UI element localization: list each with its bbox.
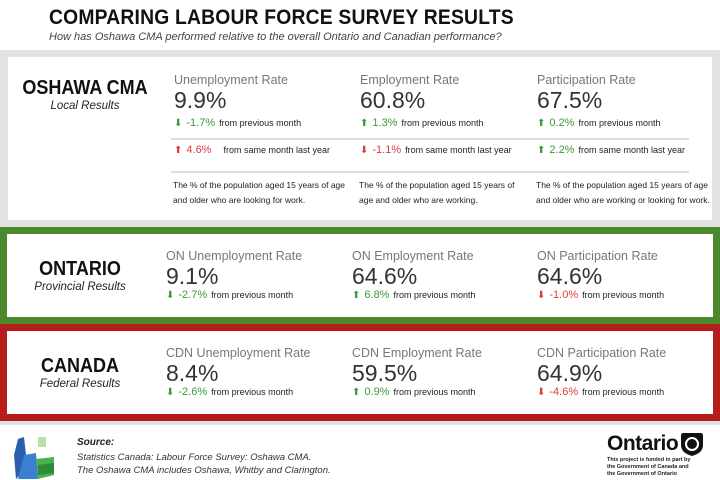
metric-value: 67.5% (537, 87, 603, 113)
arrow-up-icon: ⬆ (352, 387, 361, 398)
source-text: Statistics Canada: Labour Force Survey: … (77, 451, 331, 477)
region-subtitle: Provincial Results (34, 281, 126, 293)
header: COMPARING LABOUR FORCE SURVEY RESULTS Ho… (0, 0, 720, 50)
canada-band: CANADA Federal Results CDN Unemployment … (0, 324, 720, 421)
text: CDN Employment Rate (352, 346, 482, 360)
text: from previous month (211, 290, 294, 300)
arrow-down-icon: ⬇ (166, 387, 175, 398)
text: from previous month (393, 290, 476, 300)
oshawa-participation-metric: Participation Rate 67.5% ⬆ 0.2% from previ… (537, 73, 685, 156)
change-caption: from previous month (219, 118, 302, 128)
text: from previous month (211, 387, 294, 397)
source-heading: Source: (77, 437, 115, 448)
arrow-up-icon: ⬆ (174, 145, 183, 156)
page-subtitle: How has Oshawa CMA performed relative to… (49, 31, 502, 43)
text: The % of the population aged 15 years of… (536, 180, 709, 190)
arrow-up-icon: ⬆ (360, 118, 369, 129)
arrow-down-icon: ⬇ (166, 290, 175, 301)
text: 64.6% (352, 263, 418, 289)
page-title: COMPARING LABOUR FORCE SURVEY RESULTS (49, 6, 514, 29)
ontario-band: ONTARIO Provincial Results ON Unemployme… (0, 227, 720, 324)
change-caption: from previous month (578, 118, 661, 128)
text: -1.0% (549, 289, 579, 301)
footer (0, 425, 720, 480)
text: ON Participation Rate (537, 249, 658, 263)
ontario-region: ONTARIO Provincial Results (5, 258, 155, 293)
change-caption: from previous month (401, 118, 484, 128)
text: 59.5% (352, 360, 418, 386)
arrow-down-icon: ⬇ (360, 145, 369, 156)
year-change: 4.6% (186, 144, 212, 156)
text: 64.6% (537, 263, 603, 289)
text: and older who are working or looking for… (536, 195, 710, 205)
oshawa-map-logo (14, 437, 54, 479)
arrow-down-icon: ⬇ (537, 290, 546, 301)
month-change: 1.3% (372, 117, 398, 129)
text: -4.6% (549, 386, 579, 398)
canada-region: CANADA Federal Results (5, 355, 155, 390)
text: Statistics Canada: Labour Force Survey: … (77, 452, 312, 463)
text: ON Employment Rate (352, 249, 474, 263)
change-caption: from same month last year (578, 145, 686, 155)
trillium-icon (681, 433, 703, 456)
ontario-logo: Ontario (607, 432, 679, 455)
employment-description: The % of the population aged 15 years of… (359, 178, 529, 208)
metric-label: Participation Rate (537, 73, 636, 87)
text: CDN Participation Rate (537, 346, 667, 360)
month-change: 0.2% (549, 117, 575, 129)
text: 64.9% (537, 360, 603, 386)
oshawa-unemployment-metric: Unemployment Rate 9.9% ⬇ -1.7% from previo… (174, 73, 330, 156)
change-caption: from same month last year (223, 145, 331, 155)
text: 8.4% (166, 360, 219, 386)
arrow-down-icon: ⬇ (174, 118, 183, 129)
ontario-participation-metric: ON Participation Rate 64.6% ⬇ -1.0% from pr… (537, 249, 664, 301)
oshawa-region: OSHAWA CMA Local Results (10, 77, 160, 112)
metric-value: 60.8% (360, 87, 426, 113)
region-name: OSHAWA CMA (22, 77, 148, 99)
text: The % of the population aged 15 years of (359, 180, 515, 190)
metric-label: Unemployment Rate (174, 73, 288, 87)
year-change: 2.2% (549, 144, 575, 156)
canada-employment-metric: CDN Employment Rate 59.5% ⬆ 0.9% from previ… (352, 346, 482, 398)
ontario-unemployment-metric: ON Unemployment Rate 9.1% ⬇ -2.7% from prev… (166, 249, 302, 301)
change-caption: from same month last year (405, 145, 512, 155)
text: The Oshawa CMA includes Oshawa, Whitby a… (77, 465, 331, 476)
ontario-employment-metric: ON Employment Rate 64.6% ⬆ 6.8% from previo… (352, 249, 476, 301)
metric-label: Employment Rate (360, 73, 460, 87)
text: and older who are looking for work. (173, 195, 306, 205)
text: ON Unemployment Rate (166, 249, 303, 263)
text: 6.8% (364, 289, 390, 301)
text: CDN Unemployment Rate (166, 346, 311, 360)
text: 0.9% (364, 386, 390, 398)
canada-unemployment-metric: CDN Unemployment Rate 8.4% ⬇ -2.6% from pre… (166, 346, 311, 398)
canada-participation-metric: CDN Participation Rate 64.9% ⬇ -4.6% from p… (537, 346, 666, 398)
funding-note: This project is funded in part by the Go… (607, 457, 691, 477)
unemployment-description: The % of the population aged 15 years of… (173, 178, 363, 208)
region-name: ONTARIO (39, 258, 121, 280)
year-change: -1.1% (372, 144, 402, 156)
metric-value: 9.9% (174, 87, 227, 113)
text: -2.6% (178, 386, 208, 398)
text: 9.1% (166, 263, 219, 289)
arrow-down-icon: ⬇ (537, 387, 546, 398)
oshawa-employment-metric: Employment Rate 60.8% ⬆ 1.3% from previous… (360, 73, 512, 156)
oshawa-card: OSHAWA CMA Local Results Unemployment Ra… (8, 57, 712, 220)
text: The % of the population aged 15 years of… (173, 180, 346, 190)
text: from previous month (393, 387, 476, 397)
arrow-up-icon: ⬆ (537, 118, 546, 129)
text: age and older who are working. (359, 195, 478, 205)
region-name: CANADA (40, 355, 119, 377)
region-subtitle: Local Results (50, 100, 120, 112)
text: -2.7% (178, 289, 208, 301)
arrow-up-icon: ⬆ (352, 290, 361, 301)
region-subtitle: Federal Results (39, 378, 121, 390)
divider (171, 171, 689, 173)
arrow-up-icon: ⬆ (537, 145, 546, 156)
participation-description: The % of the population aged 15 years of… (536, 178, 716, 208)
divider (171, 138, 689, 140)
month-change: -1.7% (186, 117, 216, 129)
text: from previous month (582, 387, 665, 397)
text: from previous month (582, 290, 665, 300)
